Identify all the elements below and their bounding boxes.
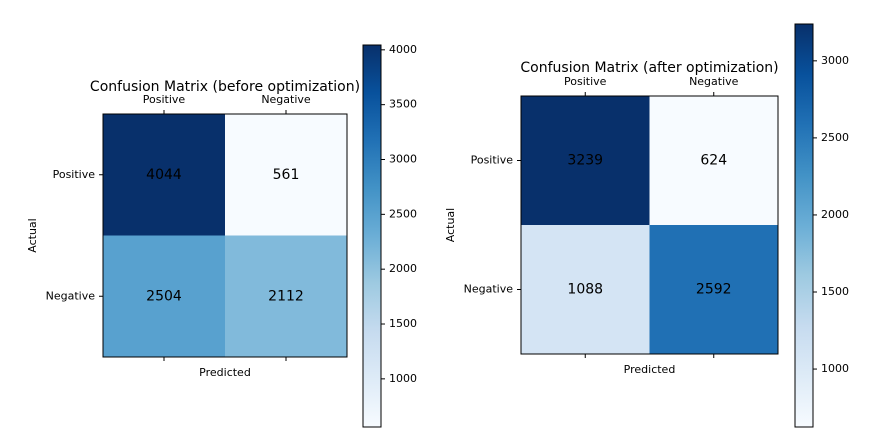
cell-label: 2504: [146, 288, 182, 304]
x-axis-label: Predicted: [199, 366, 251, 379]
colorbar-tick-label: 2500: [389, 207, 417, 220]
heatmap-cell: [103, 235, 225, 357]
colorbar-tick-label: 3000: [821, 54, 849, 67]
colorbar-tick-label: 3500: [389, 98, 417, 111]
cell-label: 2592: [696, 282, 732, 298]
colorbar-tick-label: 1000: [821, 362, 849, 375]
colorbar-tick-label: 2500: [821, 131, 849, 144]
chart-title: Confusion Matrix (before optimization): [90, 79, 360, 95]
y-tick-label: Negative: [46, 289, 96, 302]
chart-title: Confusion Matrix (after optimization): [520, 60, 778, 76]
cell-label: 561: [273, 167, 300, 183]
cell-label: 624: [700, 153, 727, 169]
y-axis-label: Actual: [444, 208, 457, 242]
colorbar-tick-label: 1000: [389, 372, 417, 385]
colorbar-tick-label: 4000: [389, 43, 417, 56]
cell-label: 4044: [146, 167, 182, 183]
colorbar-tick-label: 2000: [389, 262, 417, 275]
x-tick-label: Negative: [261, 93, 311, 106]
x-tick-label: Negative: [689, 75, 739, 88]
x-tick-label: Positive: [564, 75, 607, 88]
heatmap-cell: [649, 96, 778, 225]
colorbar-tick-label: 2000: [821, 208, 849, 221]
y-tick-label: Positive: [53, 168, 96, 181]
colorbar: [794, 23, 814, 428]
cell-label: 2112: [268, 288, 304, 304]
cell-label: 1088: [567, 282, 603, 298]
colorbar-tick-label: 3000: [389, 153, 417, 166]
y-tick-label: Negative: [464, 283, 514, 296]
heatmap-cell: [225, 114, 347, 236]
heatmap-cell: [225, 235, 347, 357]
plot-frame: [102, 113, 348, 358]
colorbar-tick-label: 1500: [821, 285, 849, 298]
colorbar: [362, 44, 382, 428]
x-axis-label: Predicted: [624, 363, 676, 376]
heatmap-cell: [649, 225, 778, 354]
heatmap-cell: [103, 114, 225, 236]
colorbar-tick-label: 1500: [389, 317, 417, 330]
x-tick-label: Positive: [143, 93, 186, 106]
cell-label: 3239: [567, 153, 603, 169]
y-tick-label: Positive: [471, 154, 514, 167]
plot-frame: [520, 95, 779, 355]
y-axis-label: Actual: [26, 218, 39, 252]
heatmap-cell: [521, 225, 650, 354]
heatmap-cell: [521, 96, 650, 225]
